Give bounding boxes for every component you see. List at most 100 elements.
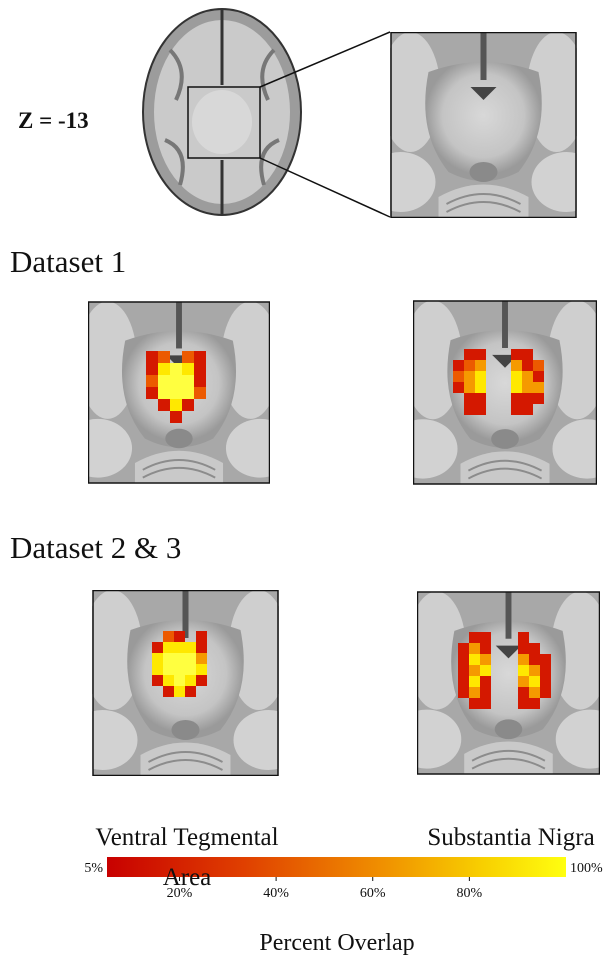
voxel xyxy=(529,643,540,654)
voxel xyxy=(464,371,475,382)
colorbar-tick-label: 80% xyxy=(457,886,483,901)
voxel xyxy=(511,393,522,404)
voxel xyxy=(518,665,529,676)
voxel xyxy=(458,654,469,665)
voxel xyxy=(196,631,207,642)
voxel xyxy=(158,351,170,363)
voxel xyxy=(152,664,163,675)
voxel xyxy=(529,698,540,709)
voxel xyxy=(540,665,551,676)
voxel xyxy=(511,404,522,415)
voxel xyxy=(194,375,206,387)
voxel xyxy=(182,363,194,375)
voxel xyxy=(480,676,491,687)
voxel xyxy=(152,642,163,653)
voxel xyxy=(458,676,469,687)
voxel xyxy=(163,631,174,642)
voxel xyxy=(152,675,163,686)
voxel xyxy=(146,387,158,399)
voxel xyxy=(522,393,533,404)
voxel xyxy=(518,643,529,654)
voxel xyxy=(469,632,480,643)
voxel xyxy=(511,360,522,371)
voxel xyxy=(522,371,533,382)
voxel xyxy=(185,642,196,653)
voxel xyxy=(475,349,486,360)
voxel xyxy=(196,653,207,664)
voxel xyxy=(464,382,475,393)
voxel xyxy=(182,351,194,363)
colorbar-max-label: 100% xyxy=(570,861,603,876)
voxel xyxy=(540,687,551,698)
voxel xyxy=(163,686,174,697)
voxel xyxy=(511,382,522,393)
voxel xyxy=(480,654,491,665)
voxel xyxy=(185,653,196,664)
voxel xyxy=(511,371,522,382)
voxel xyxy=(185,686,196,697)
voxel xyxy=(458,643,469,654)
colorbar-title: Percent Overlap xyxy=(259,930,414,956)
voxel xyxy=(182,399,194,411)
voxel xyxy=(453,360,464,371)
voxel xyxy=(475,371,486,382)
voxel xyxy=(453,371,464,382)
voxel xyxy=(194,351,206,363)
voxel xyxy=(540,676,551,687)
voxel xyxy=(518,698,529,709)
voxel xyxy=(174,631,185,642)
voxel xyxy=(529,687,540,698)
voxel xyxy=(522,382,533,393)
voxel xyxy=(518,676,529,687)
voxel xyxy=(464,349,475,360)
voxel xyxy=(511,349,522,360)
voxel xyxy=(163,642,174,653)
voxel xyxy=(196,664,207,675)
voxel xyxy=(518,654,529,665)
column-label: Substantia Nigra xyxy=(411,818,611,858)
voxel xyxy=(522,349,533,360)
voxel xyxy=(182,387,194,399)
voxel xyxy=(170,387,182,399)
voxel xyxy=(170,411,182,423)
voxel xyxy=(194,363,206,375)
voxel xyxy=(152,653,163,664)
slice-label: Z = -13 xyxy=(18,108,89,134)
voxel xyxy=(475,393,486,404)
row-title: Dataset 1 xyxy=(10,244,126,280)
voxel xyxy=(170,363,182,375)
voxel xyxy=(146,375,158,387)
voxel xyxy=(469,687,480,698)
voxel xyxy=(158,399,170,411)
voxel xyxy=(522,360,533,371)
voxel xyxy=(158,375,170,387)
voxel xyxy=(529,676,540,687)
figure: Percent Overlap 5%100%20%40%60%80% Z = -… xyxy=(0,0,611,958)
voxel xyxy=(480,643,491,654)
voxel xyxy=(480,687,491,698)
voxel xyxy=(163,675,174,686)
voxel xyxy=(533,393,544,404)
voxel xyxy=(469,654,480,665)
voxel xyxy=(158,387,170,399)
voxel xyxy=(533,360,544,371)
voxel xyxy=(158,363,170,375)
voxel xyxy=(146,351,158,363)
voxel xyxy=(469,643,480,654)
axial-brain xyxy=(143,9,390,217)
voxel xyxy=(174,675,185,686)
voxel xyxy=(464,393,475,404)
column-label: Ventral Tegmental Area xyxy=(72,818,302,898)
voxel xyxy=(458,687,469,698)
voxel xyxy=(518,687,529,698)
voxel xyxy=(475,382,486,393)
voxel xyxy=(469,665,480,676)
voxel xyxy=(522,404,533,415)
voxel xyxy=(458,665,469,676)
voxel xyxy=(196,642,207,653)
voxel xyxy=(464,360,475,371)
voxel xyxy=(469,698,480,709)
voxel xyxy=(469,676,480,687)
voxel xyxy=(174,642,185,653)
voxel xyxy=(480,665,491,676)
